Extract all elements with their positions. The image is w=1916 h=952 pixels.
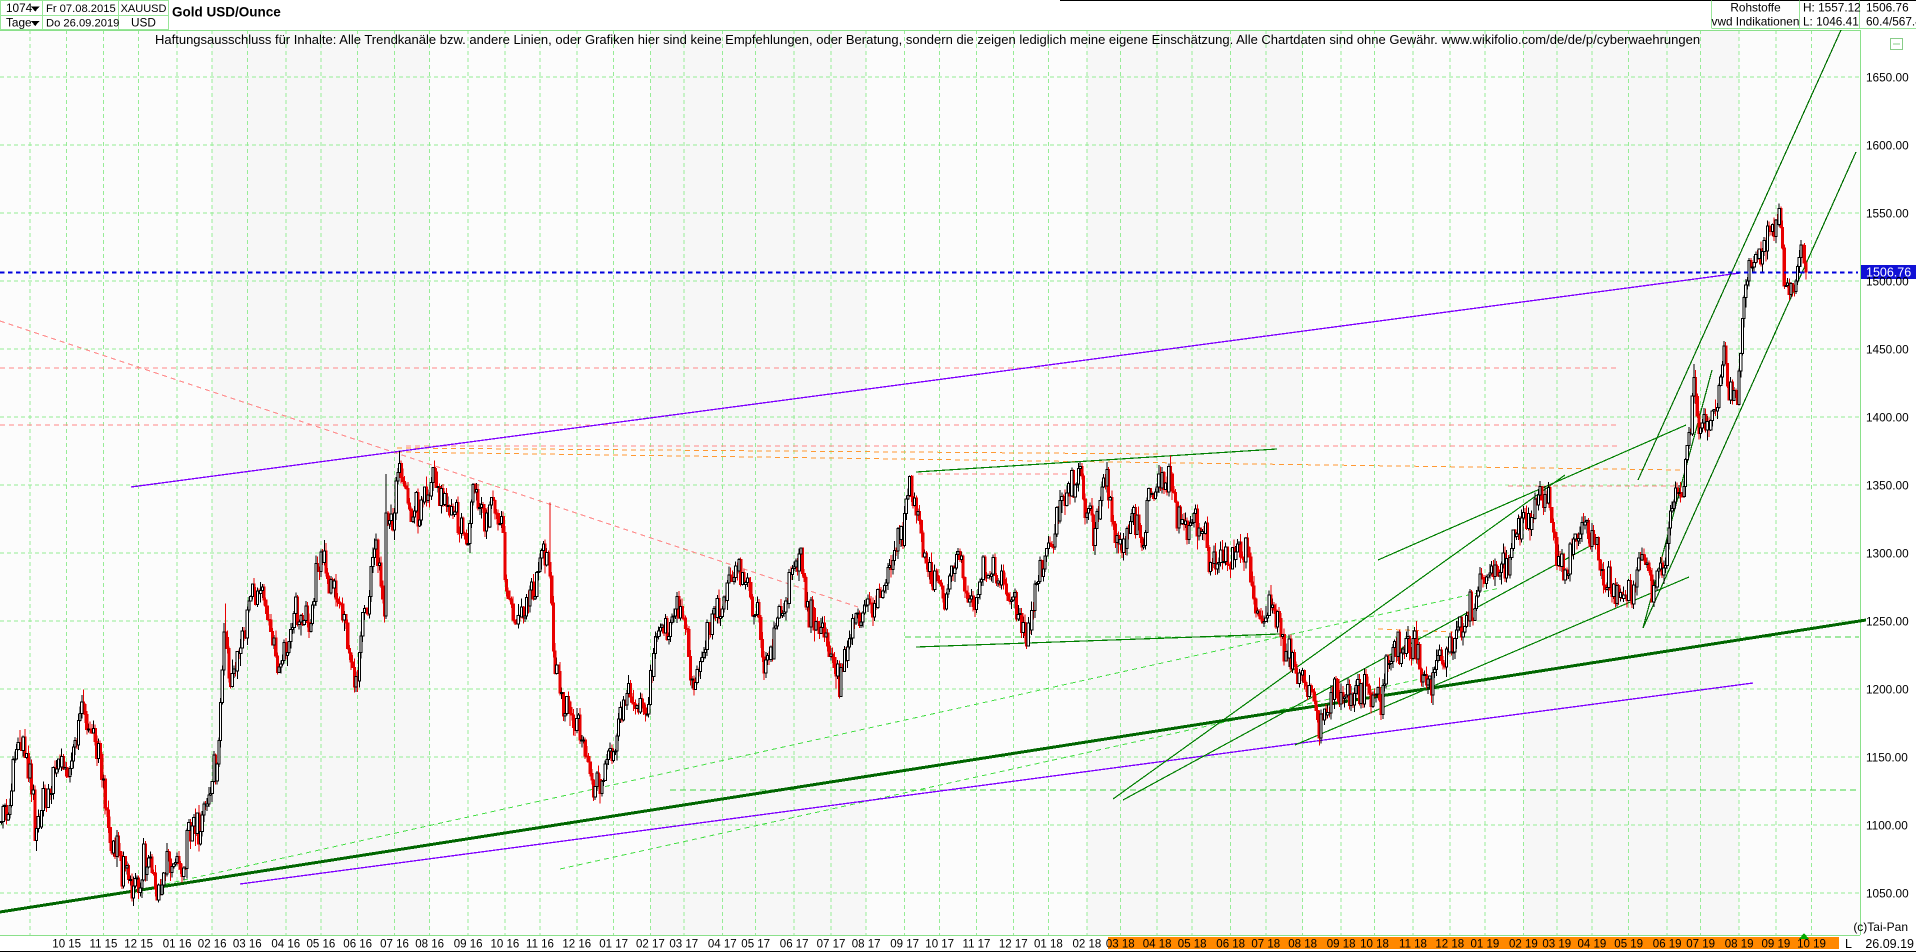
svg-text:10 19: 10 19 [1797,939,1826,951]
svg-text:05 16: 05 16 [307,939,336,951]
svg-text:09 17: 09 17 [890,939,919,951]
svg-text:07 18: 07 18 [1251,939,1280,951]
svg-text:11 17: 11 17 [963,939,991,951]
svg-text:12 17: 12 17 [999,939,1028,951]
svg-text:02 17: 02 17 [636,939,665,951]
svg-text:07 16: 07 16 [380,939,409,951]
svg-text:1350.00: 1350.00 [1866,479,1909,493]
svg-text:01 17: 01 17 [599,939,628,951]
svg-text:Rohstoffe: Rohstoffe [1730,1,1781,15]
svg-text:12 18: 12 18 [1435,939,1464,951]
svg-text:1506.76: 1506.76 [1866,266,1911,280]
svg-text:1600.00: 1600.00 [1866,139,1909,153]
svg-text:1550.00: 1550.00 [1866,207,1909,221]
svg-text:11 15: 11 15 [90,939,118,951]
svg-text:04 16: 04 16 [271,939,300,951]
svg-text:1074: 1074 [6,1,33,15]
svg-text:vwd Indikationen: vwd Indikationen [1712,15,1800,29]
svg-text:1400.00: 1400.00 [1866,411,1909,425]
svg-text:07 17: 07 17 [817,939,846,951]
svg-text:03 19: 03 19 [1542,939,1571,951]
svg-text:XAUUSD: XAUUSD [121,3,167,15]
svg-text:04 18: 04 18 [1143,939,1172,951]
svg-text:Do 26.09.2019: Do 26.09.2019 [46,18,119,30]
svg-text:05 18: 05 18 [1178,939,1207,951]
svg-text:11 18: 11 18 [1399,939,1427,951]
svg-text:06 16: 06 16 [343,939,372,951]
svg-text:1300.00: 1300.00 [1866,547,1909,561]
svg-text:Haftungsausschluss für Inhalte: Haftungsausschluss für Inhalte: Alle Tre… [155,32,1700,47]
svg-text:10 18: 10 18 [1360,939,1389,951]
svg-text:02 16: 02 16 [198,939,227,951]
svg-text:06 19: 06 19 [1653,939,1682,951]
svg-text:03 17: 03 17 [669,939,698,951]
svg-text:08 19: 08 19 [1725,939,1754,951]
svg-text:Tage: Tage [6,16,32,30]
svg-text:11 16: 11 16 [526,939,554,951]
svg-text:Fr 07.08.2015: Fr 07.08.2015 [46,3,116,15]
svg-text:07 19: 07 19 [1686,939,1715,951]
svg-text:26.09.19: 26.09.19 [1865,937,1914,951]
svg-text:1650.00: 1650.00 [1866,71,1909,85]
svg-text:L: 1046.41: L: 1046.41 [1803,15,1859,29]
svg-text:Gold USD/Ounce: Gold USD/Ounce [172,5,281,20]
svg-text:12 15: 12 15 [124,939,153,951]
svg-text:01 18: 01 18 [1034,939,1063,951]
svg-text:1150.00: 1150.00 [1866,751,1908,765]
svg-text:10 15: 10 15 [52,939,81,951]
svg-text:1100.00: 1100.00 [1866,819,1908,833]
svg-text:05 19: 05 19 [1614,939,1643,951]
svg-text:1450.00: 1450.00 [1866,343,1909,357]
svg-text:USD: USD [131,16,156,30]
svg-text:1250.00: 1250.00 [1866,615,1909,629]
svg-text:1050.00: 1050.00 [1866,887,1909,901]
svg-text:08 18: 08 18 [1288,939,1317,951]
svg-text:02 18: 02 18 [1073,939,1102,951]
svg-text:1200.00: 1200.00 [1866,683,1909,697]
svg-text:09 18: 09 18 [1327,939,1356,951]
svg-text:10 16: 10 16 [491,939,520,951]
svg-text:02 19: 02 19 [1509,939,1538,951]
svg-text:08 17: 08 17 [852,939,881,951]
svg-text:(c)Tai-Pan: (c)Tai-Pan [1853,920,1908,934]
svg-text:01 16: 01 16 [163,939,192,951]
svg-text:10 17: 10 17 [925,939,954,951]
svg-text:60.4/567.4: 60.4/567.4 [1866,15,1916,29]
svg-text:L: L [1845,937,1852,951]
svg-text:04 17: 04 17 [708,939,737,951]
svg-text:08 16: 08 16 [415,939,444,951]
svg-text:04 19: 04 19 [1578,939,1607,951]
svg-text:06 17: 06 17 [780,939,809,951]
svg-text:1506.76: 1506.76 [1866,1,1909,15]
svg-text:09 19: 09 19 [1762,939,1791,951]
svg-text:12 16: 12 16 [562,939,591,951]
svg-text:05 17: 05 17 [741,939,770,951]
svg-text:H: 1557.12: H: 1557.12 [1803,1,1861,15]
svg-text:1500.00: 1500.00 [1866,275,1909,289]
svg-text:09 16: 09 16 [454,939,483,951]
svg-text:06 18: 06 18 [1216,939,1245,951]
svg-text:03 18: 03 18 [1106,939,1135,951]
svg-text:03 16: 03 16 [233,939,262,951]
svg-text:01 19: 01 19 [1471,939,1500,951]
